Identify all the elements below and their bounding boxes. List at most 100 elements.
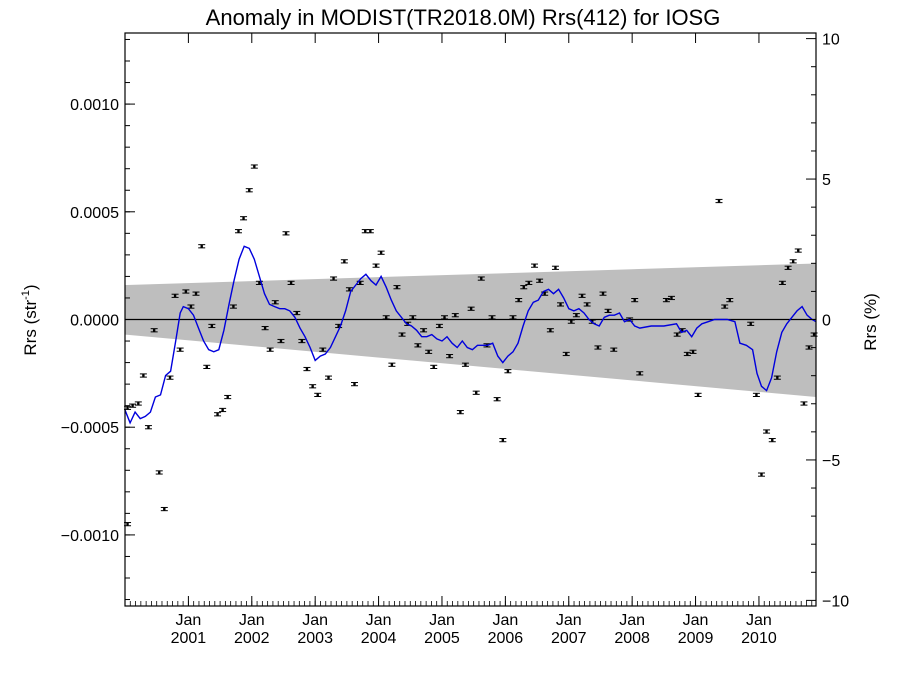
point-marker (316, 393, 319, 397)
x-tick-month: Jan (366, 612, 392, 629)
y2-axis-label: Rrs (%) (861, 293, 880, 351)
point-marker (549, 329, 552, 332)
point-marker (459, 410, 462, 414)
data-point (340, 259, 348, 264)
y-tick-label: 0.0000 (70, 313, 119, 330)
data-point (293, 310, 301, 316)
x-tick-month: Jan (746, 612, 772, 629)
data-point (182, 289, 190, 294)
point-marker (802, 402, 806, 405)
point-marker (152, 329, 156, 332)
point-marker (606, 309, 610, 313)
y-tick-label: 0.0010 (70, 97, 119, 114)
x-tick-year: 2003 (297, 630, 333, 647)
data-point (319, 347, 327, 352)
point-marker (248, 189, 251, 192)
point-marker (755, 393, 758, 397)
point-marker (311, 385, 314, 388)
data-point (430, 364, 438, 369)
point-marker (506, 369, 510, 373)
data-point (504, 369, 512, 374)
point-marker (284, 232, 288, 235)
point-marker (765, 430, 768, 433)
point-marker (771, 438, 774, 442)
point-marker (400, 333, 404, 336)
point-marker (475, 391, 478, 394)
data-point (715, 198, 723, 204)
point-marker (517, 298, 520, 302)
data-point (572, 313, 580, 318)
point-marker (633, 298, 636, 302)
point-marker (812, 333, 816, 336)
point-marker (274, 301, 277, 304)
data-point (192, 291, 200, 296)
point-marker (242, 217, 245, 220)
point-marker (300, 339, 304, 343)
data-point (794, 248, 802, 253)
point-marker (728, 298, 731, 302)
data-point (203, 364, 211, 369)
data-point (441, 315, 449, 320)
data-point (324, 375, 332, 380)
x-tick-year: 2004 (361, 630, 397, 647)
data-point (599, 291, 607, 296)
x-tick-month: Jan (556, 612, 582, 629)
data-point (298, 338, 306, 344)
data-point (303, 366, 311, 372)
point-marker (358, 281, 362, 285)
point-marker (464, 363, 467, 366)
point-marker (580, 294, 584, 298)
point-marker (163, 507, 166, 511)
x-tick-month: Jan (239, 612, 265, 629)
point-marker (511, 316, 515, 319)
bottom-axis: Jan2001Jan2002Jan2003Jan2004Jan2005Jan20… (124, 33, 813, 647)
point-marker (432, 365, 435, 369)
y-axis-label-superscript: -1 (20, 290, 32, 300)
point-marker (147, 426, 150, 429)
data-point (467, 306, 475, 311)
point-marker (438, 324, 441, 328)
plot-area (124, 32, 818, 607)
point-marker (268, 348, 272, 351)
data-point (425, 349, 433, 354)
point-marker (395, 285, 399, 289)
x-tick-month: Jan (175, 612, 201, 629)
data-point (578, 293, 586, 298)
x-tick-year: 2010 (741, 630, 777, 647)
point-marker (670, 296, 673, 300)
point-marker (289, 281, 293, 285)
data-point (610, 347, 618, 352)
point-marker (533, 264, 536, 267)
point-marker (538, 279, 541, 282)
uncertainty-band-layer (125, 263, 816, 398)
point-marker (343, 260, 346, 263)
data-point (752, 392, 760, 397)
data-point (350, 382, 358, 387)
point-marker (717, 199, 721, 203)
data-point (662, 298, 670, 303)
y-tick-label: 0.0005 (70, 205, 119, 222)
data-point (414, 343, 422, 348)
data-point (636, 371, 644, 376)
point-marker (178, 348, 182, 351)
data-point (446, 354, 454, 359)
data-point (240, 216, 248, 221)
data-point (789, 259, 797, 264)
point-marker (596, 346, 600, 349)
point-marker (379, 251, 383, 254)
y2-tick-label: −5 (822, 453, 840, 470)
x-tick-year: 2009 (678, 630, 714, 647)
point-marker (374, 264, 378, 267)
data-point (314, 392, 322, 397)
point-marker (369, 229, 372, 233)
data-point (631, 298, 639, 303)
point-marker (791, 260, 795, 263)
data-point (377, 250, 385, 255)
data-point (234, 229, 242, 234)
x-tick-month: Jan (429, 612, 455, 629)
data-point (604, 308, 612, 313)
data-point (245, 188, 253, 193)
y-tick-label: −0.0010 (61, 528, 119, 545)
point-marker (554, 266, 557, 270)
y2-tick-label: −10 (822, 593, 849, 610)
